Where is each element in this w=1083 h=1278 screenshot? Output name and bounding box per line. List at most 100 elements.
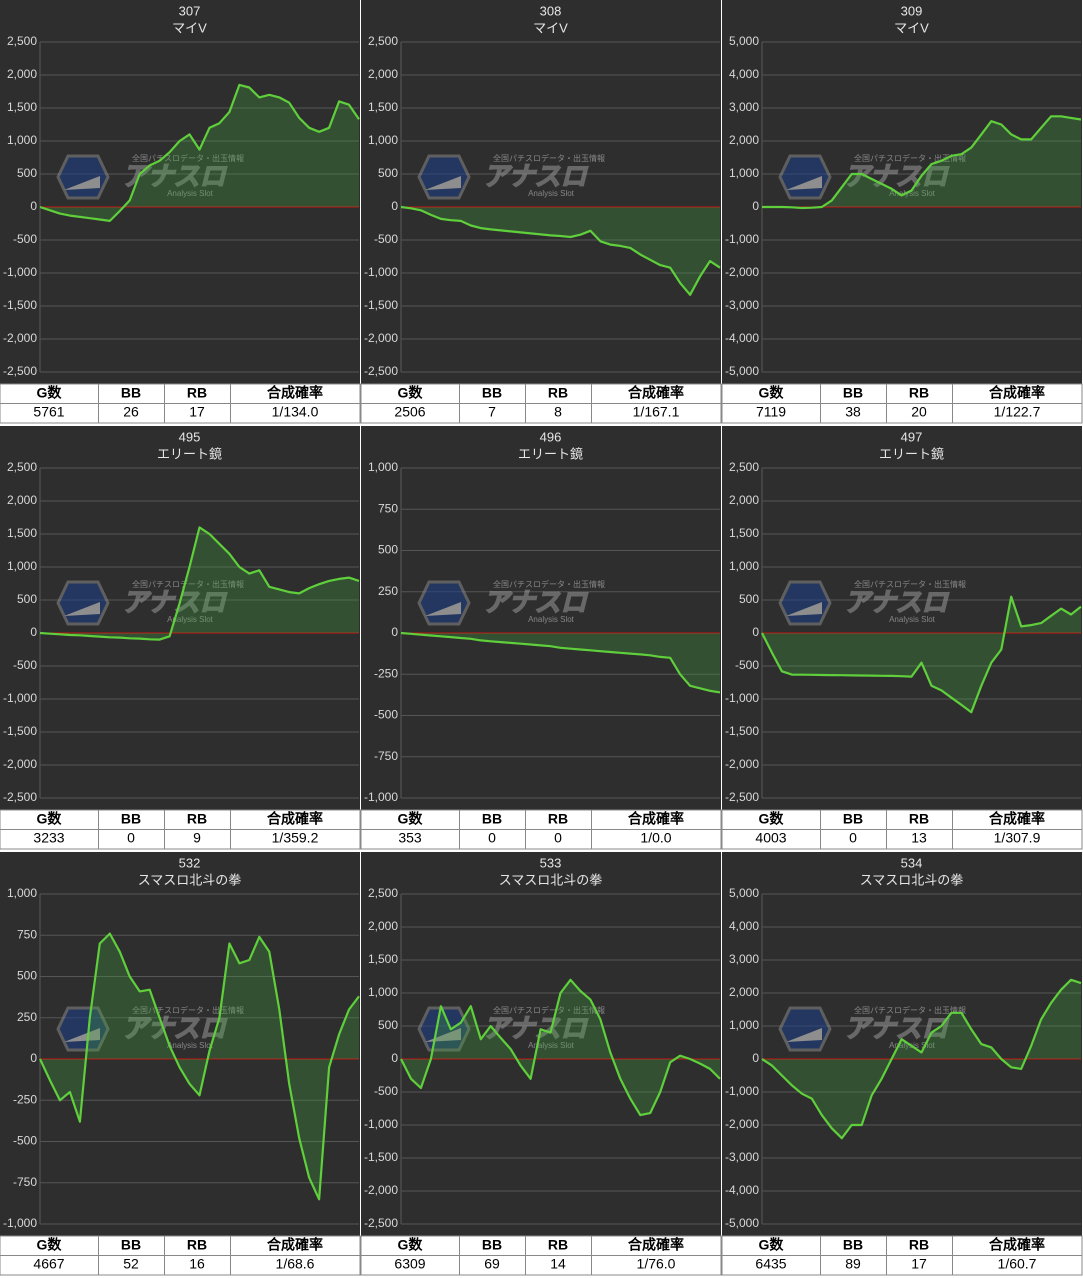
panel-background [722, 852, 1082, 1236]
table-header: 合成確率 [267, 385, 323, 401]
area [401, 207, 720, 295]
table-cell: 13 [911, 830, 927, 846]
y-tick-label: -1,000 [3, 265, 37, 279]
y-tick-label: 0 [30, 199, 37, 213]
y-tick-label: 2,500 [368, 34, 398, 48]
watermark-subtitle: Analysis Slot [167, 1041, 214, 1050]
watermark-caption: 全国パチスロデータ・出玉情報 [854, 579, 966, 589]
y-tick-label: -2,500 [364, 364, 398, 378]
chart-subtitle: スマスロ北斗の拳 [860, 872, 964, 887]
chart-subtitle: エリート鏡 [157, 446, 222, 461]
line [39, 932, 360, 1201]
y-tick-label: 1,000 [7, 133, 37, 147]
chart-subtitle: スマスロ北斗の拳 [499, 872, 603, 887]
y-tick-label: -1,000 [725, 691, 759, 705]
stats-table: G数 7119 BB 38 RB 20 合成確率 1/122.7 [721, 383, 1083, 424]
y-tick-label: 1,500 [368, 100, 398, 114]
table-cell: 16 [189, 1256, 205, 1272]
chart-title: 307 [179, 3, 201, 18]
table-cell: 9 [193, 830, 201, 846]
chart-title: 495 [179, 429, 201, 444]
table-header: 合成確率 [989, 811, 1045, 827]
table-header: 合成確率 [628, 811, 684, 827]
y-tick-label: -750 [13, 1175, 37, 1189]
y-tick-label: -2,000 [364, 331, 398, 345]
watermark-logo-stripe [786, 602, 822, 616]
table-header: 合成確率 [628, 385, 684, 401]
table-header: RB [909, 811, 929, 827]
table-cell: 6309 [394, 1256, 425, 1272]
y-tick-label: 3,000 [729, 952, 759, 966]
table-header: RB [187, 385, 207, 401]
y-tick-label: 5,000 [729, 886, 759, 900]
y-tick-label: -2,000 [3, 757, 37, 771]
stats-table: G数 6435 BB 89 RB 17 合成確率 1/60.7 [721, 1235, 1083, 1276]
chart-panel: 307 マイV -2,500 -2,000 -1,500 -1,000 -500 0 500 1,… [0, 0, 361, 424]
chart-title: 308 [540, 3, 562, 18]
watermark-logo-stripe [64, 602, 100, 616]
watermark-logo-stripe [64, 176, 100, 190]
y-tick-label: 0 [752, 625, 759, 639]
y-tick-label: 2,000 [7, 493, 37, 507]
table-header: 合成確率 [989, 385, 1045, 401]
stats-table: G数 4003 BB 0 RB 13 合成確率 1/307.9 [721, 809, 1083, 850]
table-cell: 1/76.0 [637, 1256, 676, 1272]
table-header: 合成確率 [628, 1237, 684, 1253]
stats-table: G数 5761 BB 26 RB 17 合成確率 1/134.0 [0, 383, 361, 424]
y-tick-label: -500 [735, 658, 759, 672]
line [39, 526, 360, 641]
watermark-caption: 全国パチスロデータ・出玉情報 [854, 153, 966, 163]
panel-background [361, 0, 721, 384]
y-tick-label: 2,000 [729, 493, 759, 507]
y-tick-label: -1,000 [364, 265, 398, 279]
y-tick-label: 250 [17, 1010, 37, 1024]
table-cell: 20 [911, 404, 927, 420]
line [400, 978, 721, 1117]
stats-table: G数 3233 BB 0 RB 9 合成確率 1/359.2 [0, 809, 361, 850]
watermark-caption: 全国パチスロデータ・出玉情報 [493, 153, 605, 163]
y-tick-label: -4,000 [725, 331, 759, 345]
y-tick-label: -1,000 [3, 691, 37, 705]
line [400, 631, 721, 694]
table-header: G数 [398, 1237, 424, 1253]
table-header: RB [548, 1237, 568, 1253]
y-tick-label: -2,000 [725, 265, 759, 279]
y-tick-label: -3,000 [725, 298, 759, 312]
y-tick-label: 0 [391, 625, 398, 639]
y-tick-label: 1,000 [729, 559, 759, 573]
watermark-title: アナスロ [844, 161, 949, 191]
table-header: BB [843, 811, 863, 827]
y-tick-label: 2,000 [368, 67, 398, 81]
watermark-logo-stripe [425, 602, 461, 616]
table-header: 合成確率 [989, 1237, 1045, 1253]
y-tick-label: 4,000 [729, 67, 759, 81]
y-tick-label: -1,500 [364, 1150, 398, 1164]
y-tick-label: 0 [752, 1051, 759, 1065]
table-cell: 26 [123, 404, 139, 420]
table-header: 合成確率 [267, 1237, 323, 1253]
table-header: RB [548, 385, 568, 401]
table-header: BB [121, 385, 141, 401]
watermark-logo [56, 580, 110, 626]
table-cell: 89 [845, 1256, 861, 1272]
y-tick-label: 500 [378, 1018, 398, 1032]
chart-panel: 532 スマスロ北斗の拳 -1,000 -750 -500 -250 0 250 500 750 1… [0, 852, 361, 1276]
line [762, 115, 1082, 210]
y-tick-label: 2,500 [7, 460, 37, 474]
y-tick-label: 1,000 [7, 559, 37, 573]
panel-background [361, 852, 721, 1236]
table-cell: 5761 [33, 404, 64, 420]
table-header: BB [482, 811, 502, 827]
y-tick-label: 3,000 [729, 100, 759, 114]
table-header: RB [909, 385, 929, 401]
table-header: G数 [37, 1237, 63, 1253]
watermark-logo [778, 1006, 832, 1052]
watermark-logo [778, 580, 832, 626]
area [401, 979, 720, 1116]
watermark-title: アナスロ [844, 1013, 949, 1043]
chart-title: 533 [540, 855, 562, 870]
table-header: RB [548, 811, 568, 827]
